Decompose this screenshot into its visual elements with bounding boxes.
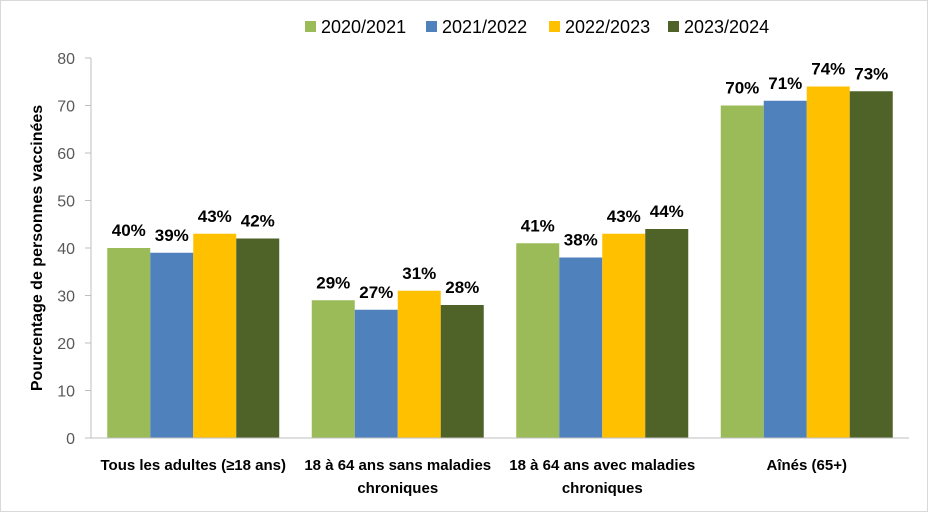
y-tick-label: 50	[57, 194, 75, 211]
category-label: Tous les adultes (≥18 ans)	[100, 457, 286, 474]
bars	[107, 86, 893, 438]
data-label: 70%	[725, 79, 759, 98]
data-label: 28%	[445, 278, 479, 297]
category-label: chroniques	[562, 480, 643, 497]
y-tick-label: 10	[57, 384, 75, 401]
data-label: 38%	[564, 231, 598, 250]
y-tick-label: 80	[57, 51, 75, 68]
data-label: 43%	[198, 207, 232, 226]
legend: 2020/2021 2021/2022 2022/2023 2023/2024	[305, 17, 769, 37]
legend-swatch	[305, 21, 316, 32]
y-axis-ticks: 0 10 20 30 40 50 60 70 80	[57, 51, 91, 448]
y-tick-label: 60	[57, 146, 75, 163]
data-label: 41%	[521, 216, 555, 235]
bar	[440, 305, 484, 438]
y-tick-label: 0	[66, 431, 75, 448]
category-label: chroniques	[357, 480, 438, 497]
data-label: 40%	[112, 221, 146, 240]
bar	[354, 309, 398, 438]
bar	[720, 105, 764, 438]
bar	[236, 238, 280, 438]
y-tick-label: 30	[57, 289, 75, 306]
data-label: 31%	[402, 264, 436, 283]
bar	[849, 91, 893, 438]
bar	[311, 300, 355, 438]
category-label: 18 à 64 ans avec maladies	[509, 457, 695, 474]
category-labels: Tous les adultes (≥18 ans) 18 à 64 ans sa…	[100, 457, 846, 497]
legend-label: 2021/2022	[442, 17, 527, 37]
data-label: 39%	[155, 226, 189, 245]
category-label: 18 à 64 ans sans maladies	[304, 457, 491, 474]
data-label: 73%	[854, 64, 888, 83]
bar	[806, 86, 850, 438]
legend-label: 2022/2023	[565, 17, 650, 37]
y-tick-label: 20	[57, 336, 75, 353]
legend-swatch	[426, 21, 437, 32]
legend-label: 2020/2021	[321, 17, 406, 37]
legend-swatch	[668, 21, 679, 32]
bar	[516, 243, 560, 438]
bar	[150, 252, 194, 438]
bar	[559, 257, 603, 438]
data-label: 42%	[241, 212, 275, 231]
y-tick-label: 70	[57, 99, 75, 116]
bar	[193, 233, 237, 438]
y-tick-label: 40	[57, 241, 75, 258]
bar	[645, 229, 689, 438]
data-label: 74%	[811, 60, 845, 79]
data-label: 44%	[650, 202, 684, 221]
category-label: Aînés (65+)	[767, 457, 847, 474]
bar	[107, 248, 151, 438]
legend-swatch	[549, 21, 560, 32]
data-label: 71%	[768, 74, 802, 93]
y-axis-label: Pourcentage de personnes vaccinées	[29, 105, 46, 391]
bar	[397, 290, 441, 438]
data-label: 27%	[359, 283, 393, 302]
data-label: 29%	[316, 273, 350, 292]
legend-label: 2023/2024	[684, 17, 769, 37]
data-labels: 40% 39% 43% 42% 29% 27% 31% 28% 41% 38% 43% 44% 70% 7…	[112, 60, 889, 302]
bar	[602, 233, 646, 438]
bar	[763, 100, 807, 438]
data-label: 43%	[607, 207, 641, 226]
